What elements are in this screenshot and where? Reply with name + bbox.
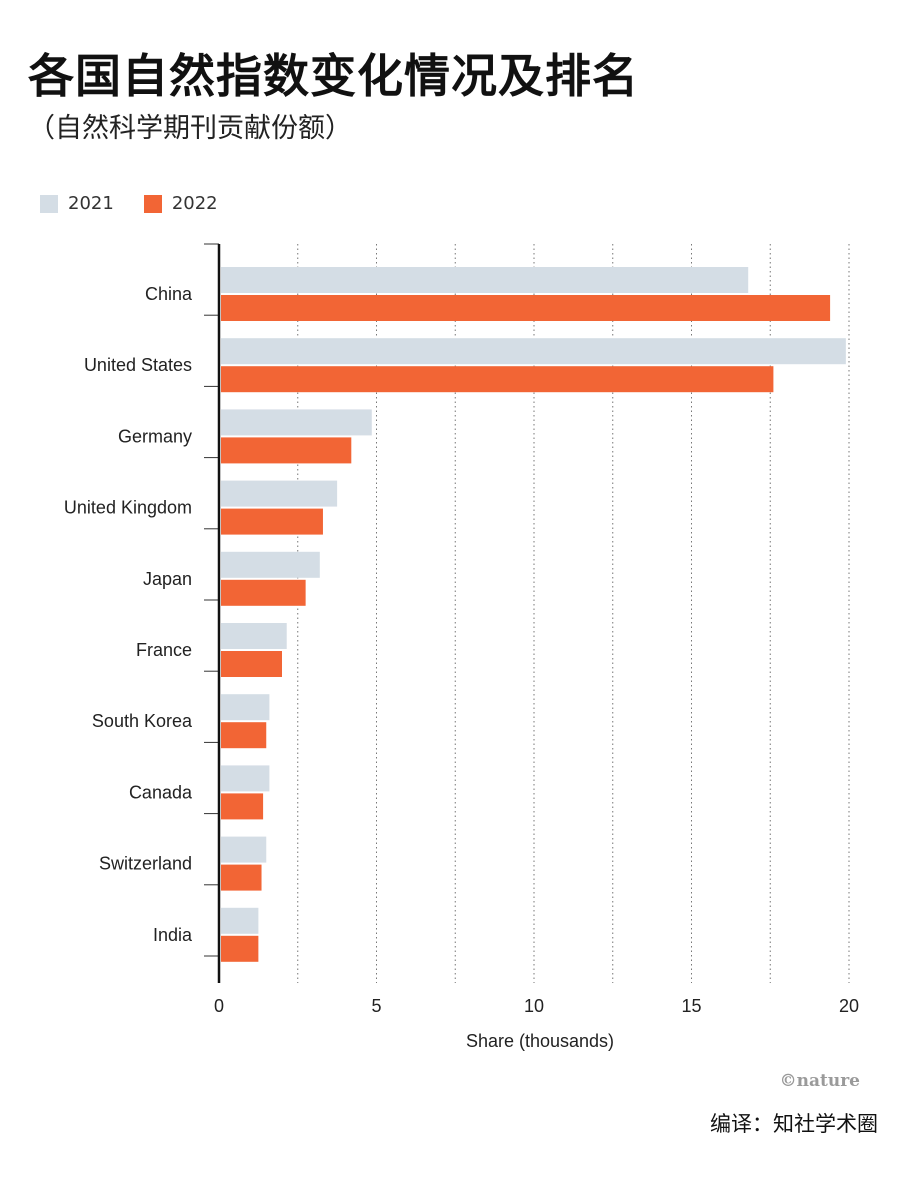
bar-2022-france [221,651,282,677]
category-label: Switzerland [99,854,192,874]
bar-2022-japan [221,579,306,606]
bar-2022-canada [221,793,264,820]
category-label: Canada [129,782,193,802]
legend-item-2022: 2022 [143,193,218,214]
bar-2022-south-korea [221,722,267,749]
x-tick-label: 20 [839,996,859,1016]
bar-2022-india [221,935,259,962]
translator-credit: 编译：知社学术圈 [710,1112,878,1136]
bar-2021-japan [221,551,320,578]
bar-2022-united-kingdom [221,508,323,535]
bar-2021-united-kingdom [221,480,338,507]
bar-2021-france [221,623,287,649]
x-tick-label: 10 [524,996,544,1016]
bar-2021-switzerland [221,836,267,863]
chart-title: 各国自然指数变化情况及排名 [28,49,639,103]
legend-label-2021: 2021 [68,193,114,214]
bar-2022-switzerland [221,864,262,891]
category-label: United States [84,355,192,375]
bar-2022-china [221,295,831,321]
category-label: Germany [118,426,192,446]
nature-credit: ©nature [779,1071,860,1091]
x-tick-label: 0 [214,996,224,1016]
x-tick-label: 15 [681,996,701,1016]
chart-subtitle: （自然科学期刊贡献份额） [28,113,352,144]
category-label: Japan [143,569,192,589]
x-axis-title: Share (thousands) [466,1031,614,1051]
bar-2021-germany [221,409,372,436]
bar-2021-south-korea [221,694,270,721]
x-tick-label: 5 [371,996,381,1016]
legend-item-2021: 2021 [40,193,114,214]
category-label: China [145,284,193,304]
legend-swatch-2022 [143,194,162,213]
bar-2021-canada [221,765,270,792]
legend-label-2022: 2022 [171,193,218,214]
bar-2022-germany [221,437,352,464]
legend-swatch-2021 [40,194,58,213]
bar-2021-china [221,267,749,293]
category-label: France [136,640,192,660]
bar-2021-united-states [221,338,846,365]
bar-2022-united-states [221,366,774,393]
category-label: South Korea [92,711,193,731]
legend: 2021 2022 [40,193,248,214]
category-label: United Kingdom [64,498,192,518]
category-label: India [153,925,193,945]
bar-2021-india [221,907,259,934]
